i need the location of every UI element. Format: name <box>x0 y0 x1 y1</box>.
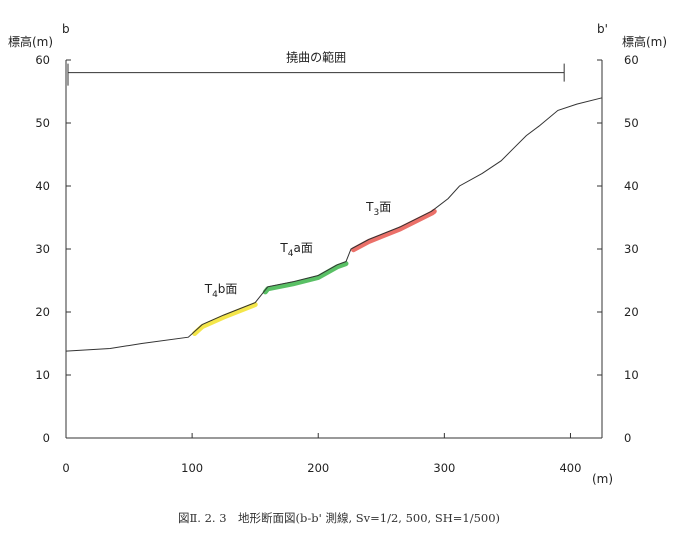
y-tick-label-right: 60 <box>624 53 639 67</box>
y-tick-label-left: 20 <box>35 305 50 319</box>
y-tick-label-left: 40 <box>35 179 50 193</box>
y-tick-label-right: 10 <box>624 368 639 382</box>
terrace-band <box>262 261 349 295</box>
x-tick-label: 300 <box>433 461 455 475</box>
x-tick-label: 200 <box>307 461 329 475</box>
y-tick-label-right: 50 <box>624 116 639 130</box>
right-endpoint-label: b' <box>597 22 608 36</box>
terrace-label: T3面 <box>365 200 391 218</box>
y-tick-label-left: 0 <box>43 431 50 445</box>
y-tick-label-left: 60 <box>35 53 50 67</box>
y-tick-label-left: 10 <box>35 368 50 382</box>
terrace-label: T4a面 <box>279 241 312 259</box>
terrace-label: T4b面 <box>204 282 238 300</box>
y-tick-label-right: 30 <box>624 242 639 256</box>
y-tick-label-left: 50 <box>35 116 50 130</box>
terrace-labels: T4b面 T4a面 T3面 <box>204 200 392 300</box>
y-tick-label-right: 40 <box>624 179 639 193</box>
profile-line <box>65 97 603 352</box>
left-axis-title: 標高(m) <box>8 34 53 49</box>
x-tick-label: 0 <box>62 461 69 475</box>
y-tick-label-right: 20 <box>624 305 639 319</box>
right-axis-title: 標高(m) <box>622 34 667 49</box>
x-unit-label: (m) <box>592 472 613 486</box>
terrace-highlights <box>192 208 437 336</box>
range-bar-label: 撓曲の範囲 <box>286 50 346 65</box>
range-bar: 撓曲の範囲 <box>67 50 565 86</box>
terrace-band <box>351 208 437 253</box>
terrace-band <box>192 302 258 336</box>
left-endpoint-label: b <box>62 22 70 36</box>
x-tick-label: 100 <box>181 461 203 475</box>
x-tick-label: 400 <box>559 461 581 475</box>
y-tick-label-right: 0 <box>624 431 631 445</box>
axis-ticks: 0 0 10 10 20 20 30 30 40 40 50 50 60 60 0 100 200 300 400 <box>35 53 638 475</box>
y-tick-label-left: 30 <box>35 242 50 256</box>
figure-caption: 図Ⅱ. 2. 3 地形断面図(b-b' 測線, Sv=1/2, 500, SH=… <box>178 511 500 525</box>
